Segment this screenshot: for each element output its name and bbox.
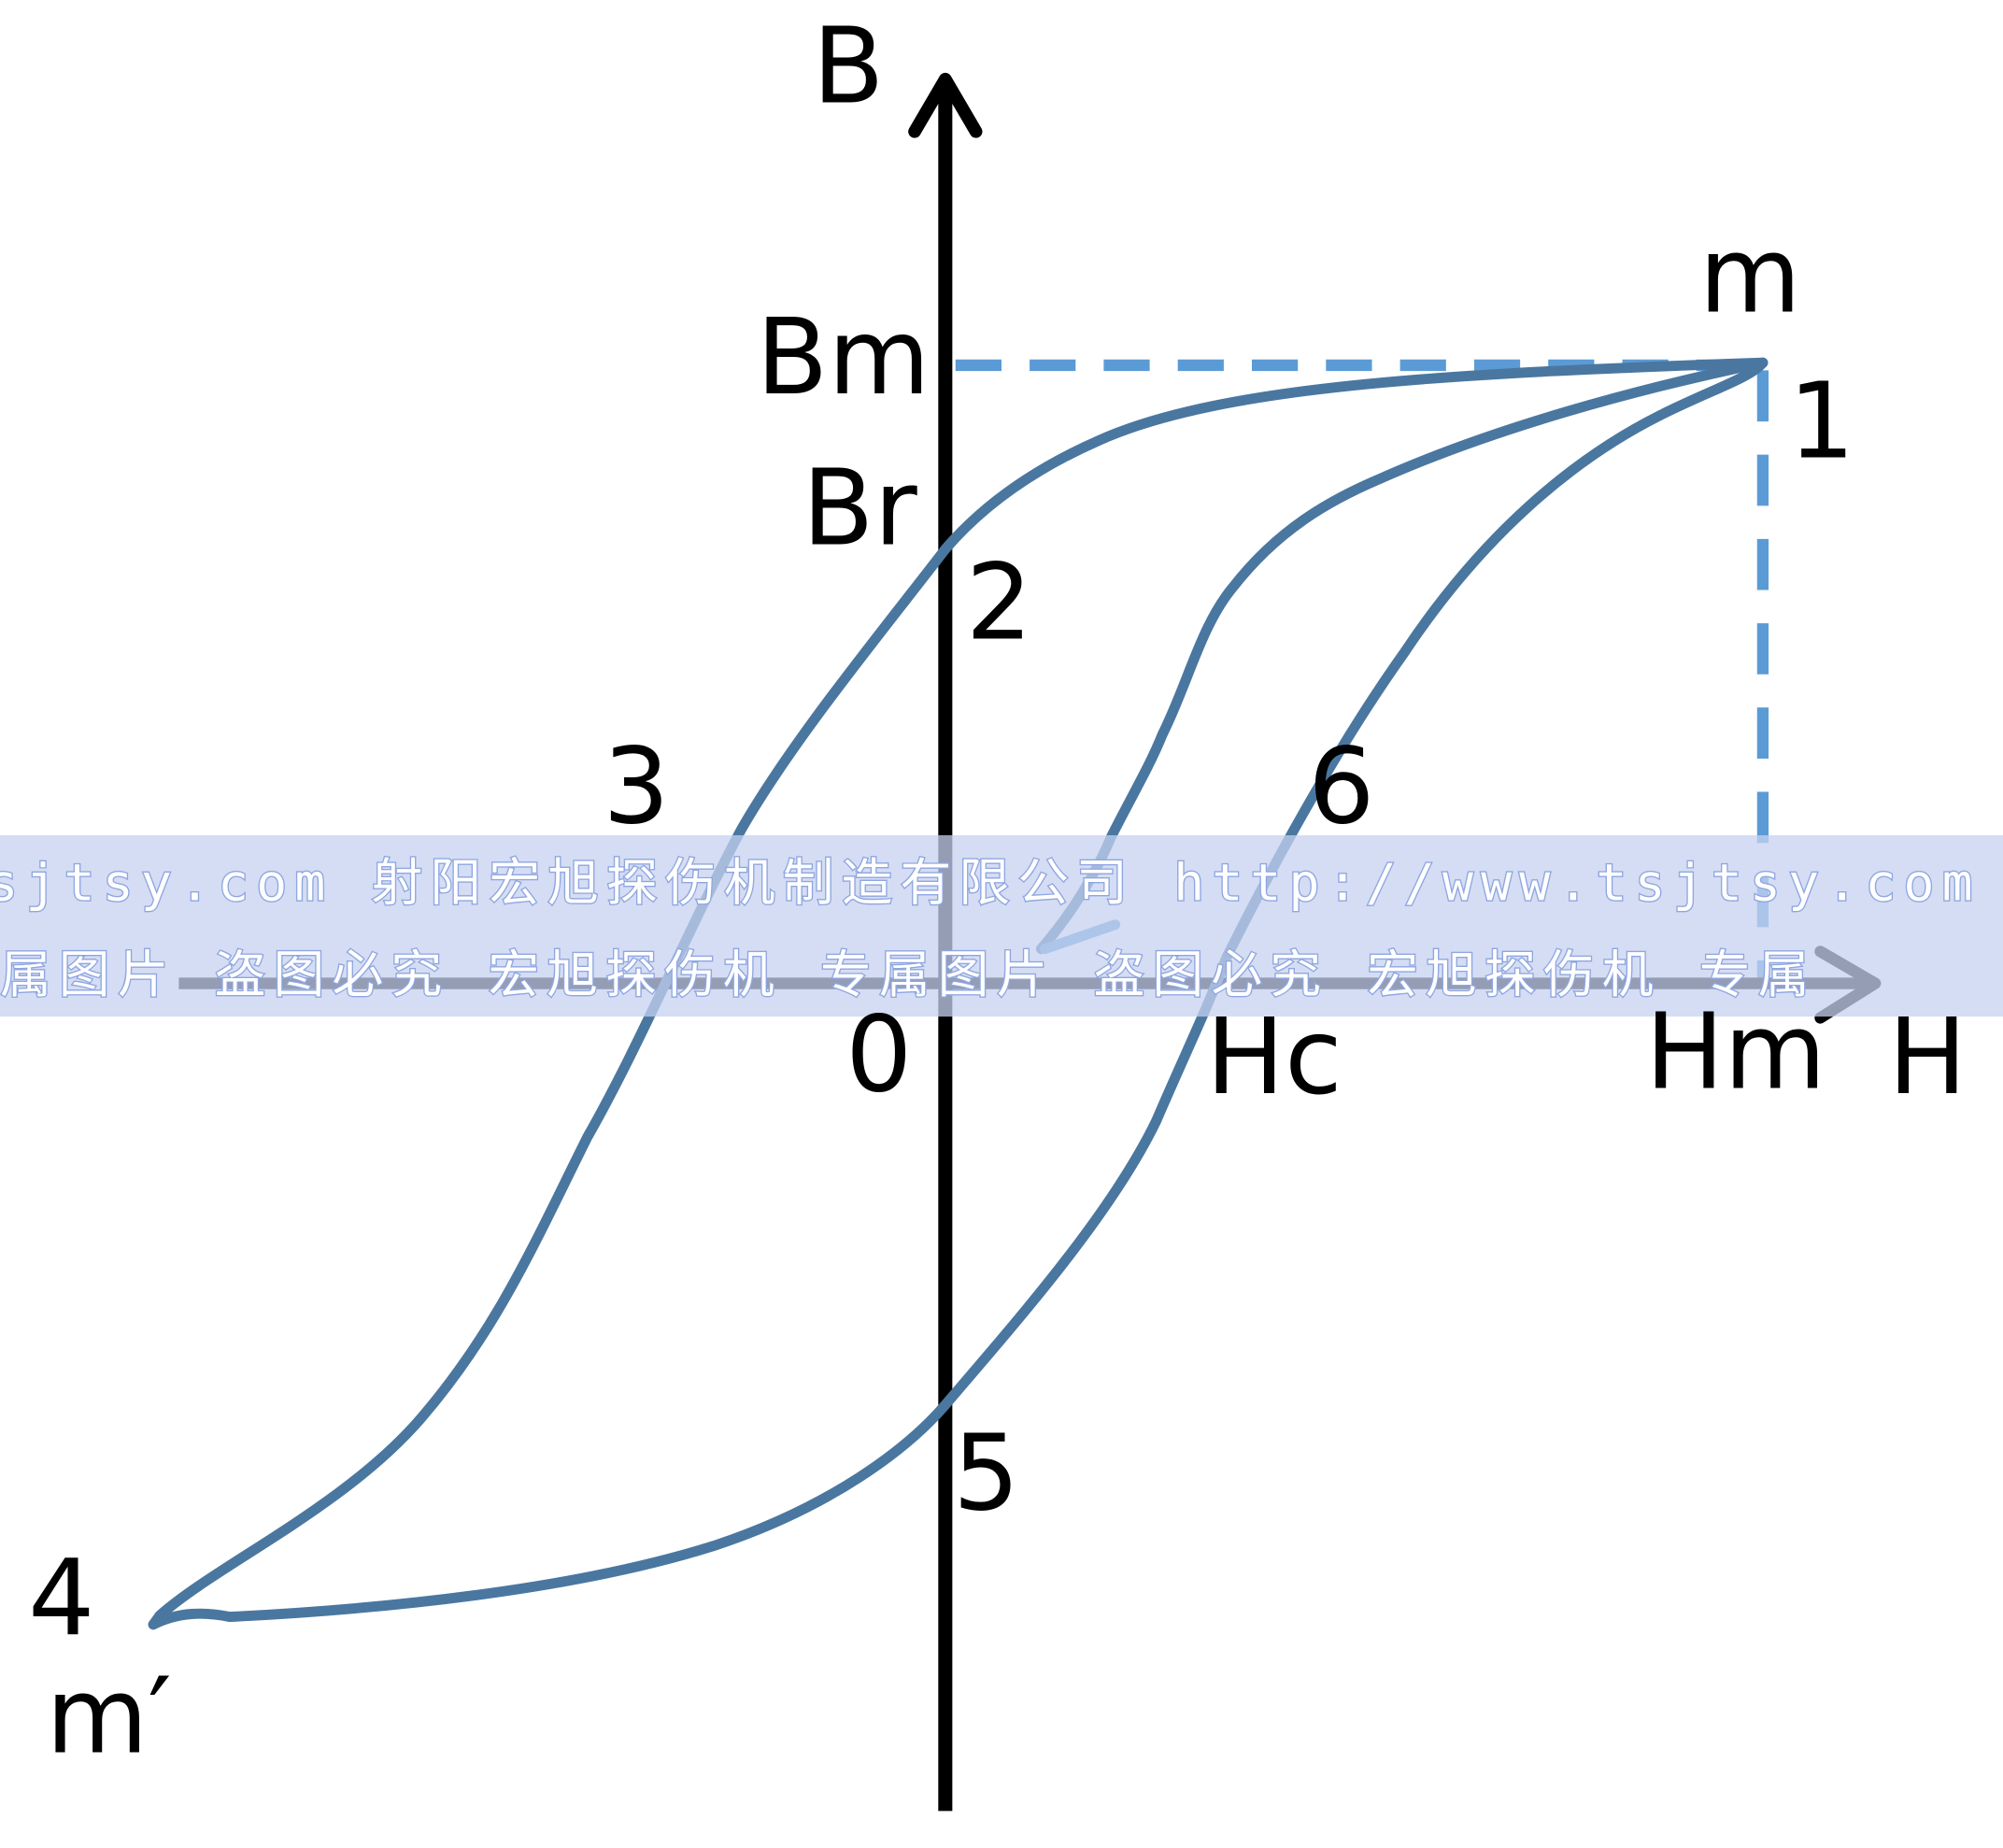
y-axis-arrowhead xyxy=(908,72,983,138)
point-3-label: 3 xyxy=(603,726,669,847)
point-m-label: m xyxy=(1699,216,1801,337)
bm-label: Bm xyxy=(756,297,930,419)
hm-label: Hm xyxy=(1645,992,1826,1114)
h-axis-label: H xyxy=(1888,997,1967,1118)
watermark-band xyxy=(0,834,2003,1017)
watermark-line-2: 属图片 盗图必究 宏旭探伤机 专属图片 盗图必究 宏旭探伤机 专属 xyxy=(0,945,1817,1004)
ascending-branch xyxy=(148,357,1769,1630)
b-axis-label: B xyxy=(813,6,885,127)
point-4-label: 4 xyxy=(28,1539,94,1660)
point-2-label: 2 xyxy=(966,542,1032,663)
br-label: Br xyxy=(803,448,918,569)
hc-label: Hc xyxy=(1206,997,1342,1118)
point-1-label: 1 xyxy=(1788,361,1854,482)
watermark: sjtsy.com 射阳宏旭探伤机制造有限公司 http://www.tsjts… xyxy=(0,834,2003,1017)
descending-branch xyxy=(148,357,1769,1630)
watermark-line-1: sjtsy.com 射阳宏旭探伤机制造有限公司 http://www.tsjts… xyxy=(0,853,1981,913)
point-5-label: 5 xyxy=(953,1414,1019,1535)
m-prime-label: m′ xyxy=(46,1656,172,1777)
point-6-label: 6 xyxy=(1308,726,1374,847)
origin-label: 0 xyxy=(845,994,912,1116)
